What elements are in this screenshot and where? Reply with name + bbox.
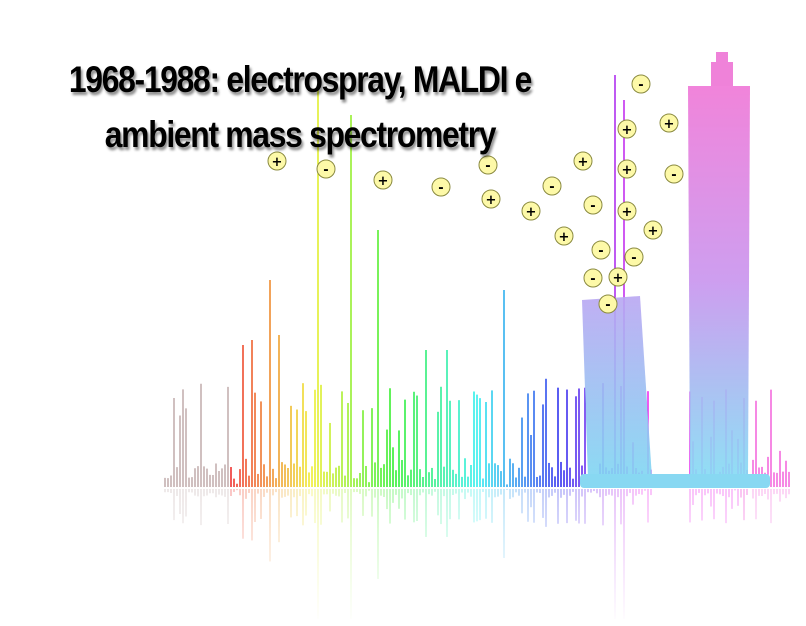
positive-ion-icon: + (573, 151, 593, 171)
positive-ion-icon: + (617, 159, 637, 179)
ion-charge: - (631, 251, 636, 266)
ion-charge: + (486, 193, 497, 208)
title-line-1: 1968-1988: electrospray, MALDI e (68, 59, 532, 100)
ion-charge: - (438, 181, 443, 196)
positive-ion-icon: + (617, 201, 637, 221)
ion-charge: + (622, 205, 633, 220)
negative-ion-icon: - (542, 176, 562, 196)
ion-charge: + (272, 155, 283, 170)
ion-charge: + (622, 123, 633, 138)
negative-ion-icon: - (583, 195, 603, 215)
tower-right (688, 52, 750, 478)
negative-ion-icon: - (631, 74, 651, 94)
ion-charge: - (485, 159, 490, 174)
negative-ion-icon: - (664, 164, 684, 184)
ion-charge: - (605, 298, 610, 313)
ion-charge: - (638, 78, 643, 93)
ion-charge: - (590, 199, 595, 214)
ion-charge: + (526, 205, 537, 220)
ion-charge: + (559, 230, 570, 245)
ion-charge: + (648, 224, 659, 239)
positive-ion-icon: + (608, 267, 628, 287)
positive-ion-icon: + (659, 113, 679, 133)
positive-ion-icon: + (521, 201, 541, 221)
page-title: 1968-1988: electrospray, MALDI e ambient… (42, 52, 558, 162)
title-line-2: ambient mass spectrometry (104, 114, 497, 155)
ion-charge: - (590, 272, 595, 287)
ion-charge: + (622, 163, 633, 178)
positive-ion-icon: + (643, 220, 663, 240)
ion-charge: + (664, 117, 675, 132)
ion-group: +-+ --++-++--- +-+++--++- (267, 74, 684, 314)
ion-charge: + (578, 155, 589, 170)
positive-ion-icon: + (617, 119, 637, 139)
negative-ion-icon: - (478, 155, 498, 175)
tower-base (580, 474, 770, 488)
positive-ion-icon: + (373, 170, 393, 190)
negative-ion-icon: - (624, 247, 644, 267)
tower-left (582, 296, 652, 478)
ion-charge: - (671, 168, 676, 183)
ion-charge: - (598, 244, 603, 259)
negative-ion-icon: - (316, 159, 336, 179)
negative-ion-icon: - (583, 268, 603, 288)
ion-charge: + (378, 174, 389, 189)
ion-charge: - (549, 180, 554, 195)
negative-ion-icon: - (431, 177, 451, 197)
negative-ion-icon: - (598, 294, 618, 314)
negative-ion-icon: - (591, 240, 611, 260)
ion-charge: + (613, 271, 624, 286)
positive-ion-icon: + (267, 151, 287, 171)
positive-ion-icon: + (554, 226, 574, 246)
ion-charge: - (323, 163, 328, 178)
positive-ion-icon: + (481, 189, 501, 209)
